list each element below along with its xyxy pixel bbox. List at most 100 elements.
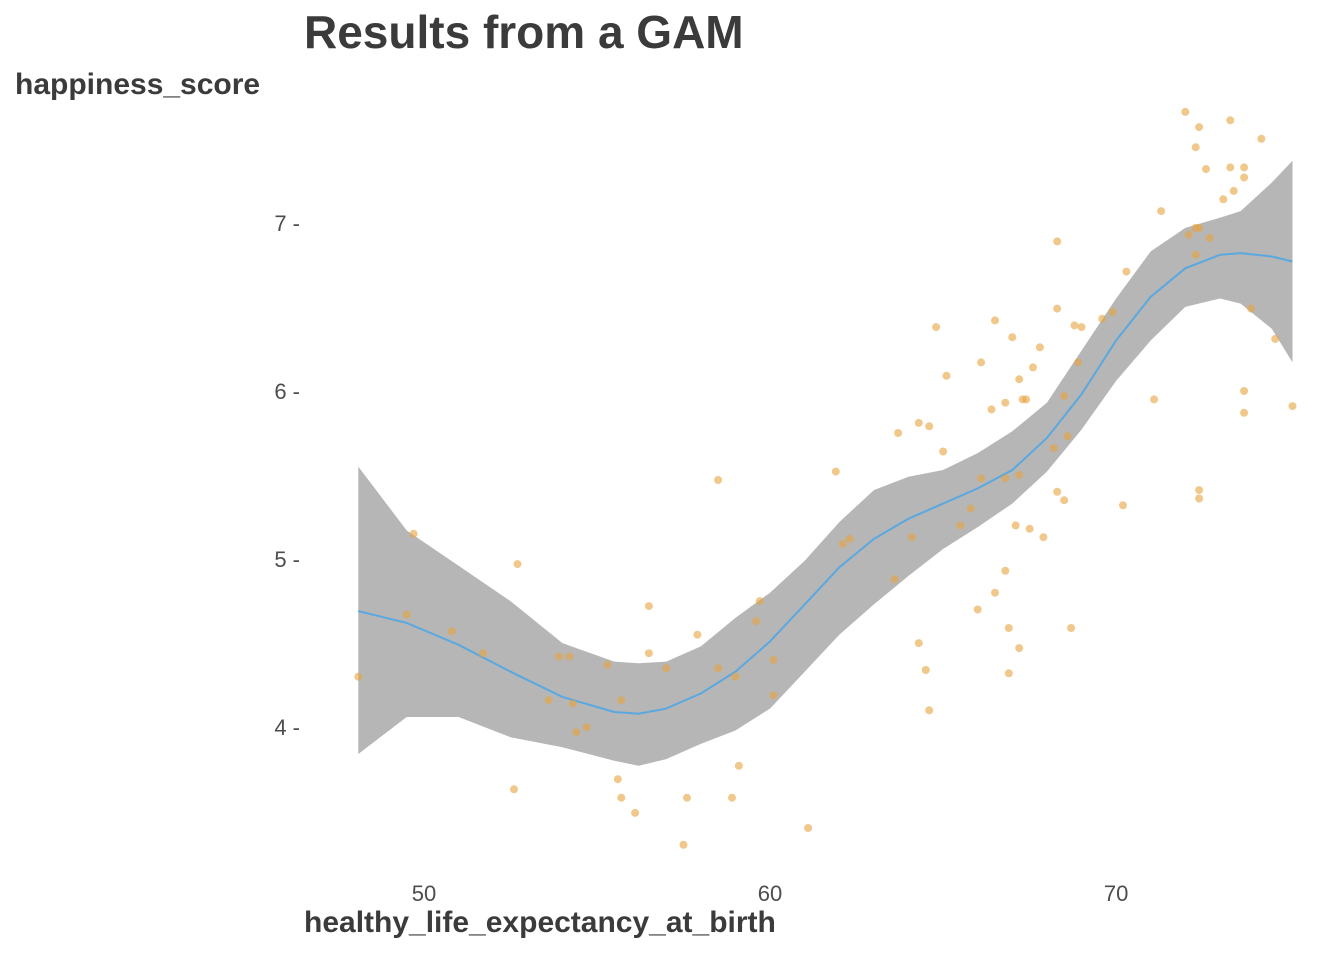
data-point — [1226, 116, 1235, 125]
data-point — [894, 429, 903, 437]
data-point — [1240, 387, 1249, 395]
data-point — [354, 672, 363, 681]
data-point — [1108, 308, 1117, 316]
data-point — [734, 761, 743, 770]
data-point — [1004, 669, 1013, 678]
plot-area — [354, 107, 1297, 849]
data-point — [544, 696, 553, 705]
data-point — [939, 447, 948, 456]
data-point — [1053, 304, 1062, 313]
y-axis-title: happiness_score — [15, 68, 260, 101]
gam-smooth-line — [358, 252, 1293, 715]
data-point — [804, 824, 813, 832]
data-point — [1022, 395, 1031, 404]
data-point — [973, 605, 982, 614]
data-point — [644, 649, 653, 658]
data-point — [631, 808, 640, 817]
data-point — [1219, 195, 1228, 204]
data-point — [925, 706, 934, 715]
data-point — [565, 652, 574, 661]
data-point — [555, 652, 563, 661]
y-tick-label: 7 - — [274, 211, 300, 236]
y-tick-label: 6 - — [274, 379, 300, 404]
data-point — [914, 639, 923, 648]
data-point — [1029, 363, 1037, 372]
data-point — [1049, 444, 1058, 453]
data-point — [1053, 237, 1062, 246]
data-point — [914, 418, 923, 427]
y-tick-label: 5 - — [274, 547, 300, 572]
y-axis: 4 - 5 - 6 - 7 - — [274, 211, 300, 740]
data-point — [977, 358, 986, 367]
data-point — [838, 539, 847, 548]
data-point — [890, 575, 899, 584]
data-point — [728, 793, 736, 802]
data-point — [613, 775, 622, 784]
data-point — [572, 728, 581, 737]
data-point — [679, 840, 688, 849]
data-point — [1063, 432, 1072, 441]
data-point — [942, 371, 951, 380]
data-point — [966, 504, 975, 513]
data-point — [644, 602, 653, 611]
data-point — [1195, 223, 1204, 232]
data-point — [1195, 123, 1204, 132]
data-point — [1039, 533, 1048, 542]
data-point — [402, 610, 411, 619]
data-point — [510, 785, 518, 794]
data-point — [1067, 624, 1076, 632]
data-point — [1191, 143, 1200, 152]
data-point — [714, 476, 723, 484]
data-point — [921, 666, 930, 674]
data-point — [1015, 471, 1024, 479]
data-point — [447, 627, 456, 636]
data-point — [831, 467, 840, 476]
data-point — [991, 316, 999, 325]
data-point — [1035, 343, 1044, 352]
data-point — [1195, 494, 1204, 503]
data-point — [1184, 230, 1193, 239]
data-point — [1240, 163, 1249, 172]
chart-title: Results from a GAM — [304, 6, 744, 58]
data-point — [907, 533, 916, 542]
data-point — [1060, 496, 1069, 505]
data-point — [1205, 234, 1214, 242]
data-point — [755, 597, 764, 606]
data-point — [1001, 566, 1010, 575]
data-point — [1001, 398, 1010, 407]
data-point — [1098, 314, 1107, 323]
x-tick-label: 50 — [412, 881, 436, 906]
data-point — [1011, 521, 1020, 530]
data-point — [769, 655, 778, 664]
data-point — [478, 649, 487, 658]
x-tick-label: 70 — [1104, 881, 1128, 906]
data-point — [932, 323, 941, 332]
data-point — [1008, 333, 1017, 342]
data-point — [1195, 486, 1204, 495]
data-point — [1122, 267, 1131, 276]
data-point — [1191, 250, 1200, 259]
data-point — [991, 588, 999, 597]
data-point — [731, 672, 740, 681]
data-point — [1015, 375, 1024, 384]
data-point — [1119, 501, 1127, 510]
data-point — [513, 560, 522, 569]
data-point — [1053, 487, 1062, 496]
x-tick-label: 60 — [758, 881, 782, 906]
data-point — [845, 534, 854, 543]
data-point — [1074, 358, 1082, 367]
y-tick-label: 4 - — [274, 715, 300, 740]
data-point — [1257, 134, 1266, 143]
data-point — [582, 723, 591, 732]
data-point — [617, 696, 626, 705]
data-point — [1025, 524, 1034, 533]
data-point — [1240, 173, 1249, 182]
data-point — [1001, 474, 1010, 483]
data-point — [956, 521, 965, 530]
data-point — [1229, 186, 1238, 195]
data-point — [1202, 165, 1210, 174]
data-point — [662, 664, 671, 673]
data-point — [693, 630, 702, 639]
data-point — [1060, 392, 1069, 400]
